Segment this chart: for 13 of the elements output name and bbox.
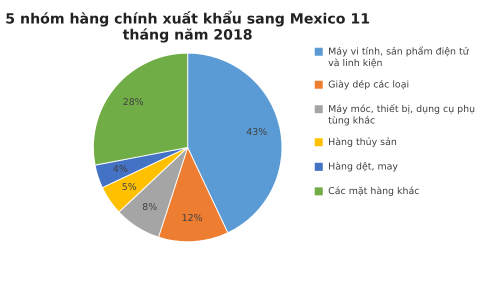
data-label: 4% [112,164,128,176]
data-label: 28% [122,97,144,108]
data-label: 43% [246,126,268,138]
data-label: 8% [142,202,158,214]
legend-label: Máy móc, thiết bị, dụng cụ phụ tùng khác [328,104,476,126]
chart-title: 5 nhóm hàng chính xuất khẩu sang Mexico 11 tháng năm 2018 [5,10,370,44]
legend-label: Các mặt hàng khác [328,186,420,198]
data-label: 12% [182,212,203,224]
legend-label: Hàng dệt, may [328,162,398,173]
data-label: 5% [122,182,137,194]
legend-label: Giày dép các loại [328,80,410,91]
legend-label: Máy vi tính, sản phẩm điện tử và linh kiện [328,46,470,69]
legend-label: Hàng thủy sản [328,137,397,148]
